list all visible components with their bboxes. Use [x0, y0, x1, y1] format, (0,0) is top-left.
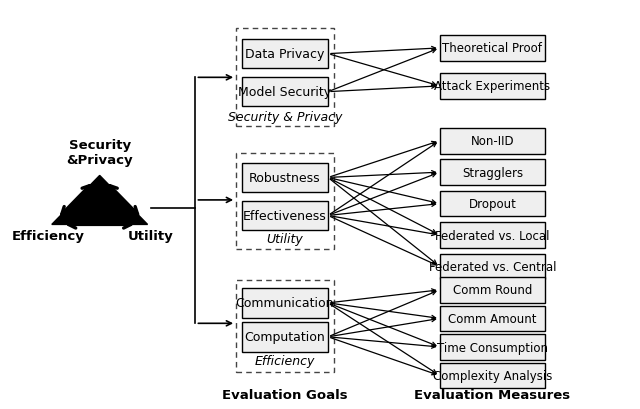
FancyBboxPatch shape: [440, 254, 545, 280]
FancyBboxPatch shape: [440, 74, 545, 99]
Text: Communication: Communication: [236, 297, 334, 310]
Polygon shape: [52, 176, 148, 225]
Text: Evaluation Goals: Evaluation Goals: [222, 388, 348, 401]
Text: Utility: Utility: [266, 233, 303, 246]
Text: Security
&Privacy: Security &Privacy: [67, 139, 133, 166]
Text: Non-IID: Non-IID: [470, 135, 514, 148]
FancyBboxPatch shape: [242, 322, 328, 352]
FancyBboxPatch shape: [440, 306, 545, 331]
FancyBboxPatch shape: [440, 36, 545, 62]
FancyBboxPatch shape: [236, 153, 333, 249]
Text: Theoretical Proof: Theoretical Proof: [442, 42, 542, 55]
FancyBboxPatch shape: [242, 40, 328, 69]
Text: Data Privacy: Data Privacy: [245, 48, 324, 61]
FancyBboxPatch shape: [440, 128, 545, 154]
Text: Comm Amount: Comm Amount: [448, 312, 537, 325]
Text: Dropout: Dropout: [468, 198, 516, 211]
FancyBboxPatch shape: [440, 160, 545, 186]
Text: Federated vs. Local: Federated vs. Local: [435, 229, 550, 242]
Text: Computation: Computation: [244, 330, 325, 344]
Text: Federated vs. Central: Federated vs. Central: [429, 261, 556, 273]
Text: Attack Experiments: Attack Experiments: [435, 80, 550, 93]
Text: Effectiveness: Effectiveness: [243, 209, 327, 222]
FancyBboxPatch shape: [242, 201, 328, 231]
Text: Efficiency: Efficiency: [12, 229, 85, 242]
Text: Utility: Utility: [128, 229, 173, 242]
Text: Model Security: Model Security: [238, 86, 332, 99]
FancyBboxPatch shape: [242, 78, 328, 107]
Text: Time Consumption: Time Consumption: [437, 341, 548, 354]
Text: Evaluation Measures: Evaluation Measures: [414, 388, 570, 401]
Text: Comm Round: Comm Round: [452, 283, 532, 297]
FancyBboxPatch shape: [242, 163, 328, 193]
Text: Complexity Analysis: Complexity Analysis: [433, 369, 552, 382]
Text: Stragglers: Stragglers: [462, 166, 523, 179]
FancyBboxPatch shape: [236, 29, 333, 127]
FancyBboxPatch shape: [440, 191, 545, 217]
FancyBboxPatch shape: [440, 222, 545, 248]
Text: Security & Privacy: Security & Privacy: [228, 110, 342, 124]
Text: Robustness: Robustness: [249, 171, 321, 184]
FancyBboxPatch shape: [440, 363, 545, 389]
FancyBboxPatch shape: [440, 277, 545, 303]
Text: Efficiency: Efficiency: [255, 354, 315, 367]
FancyBboxPatch shape: [440, 334, 545, 360]
FancyBboxPatch shape: [236, 280, 333, 372]
FancyBboxPatch shape: [242, 288, 328, 318]
